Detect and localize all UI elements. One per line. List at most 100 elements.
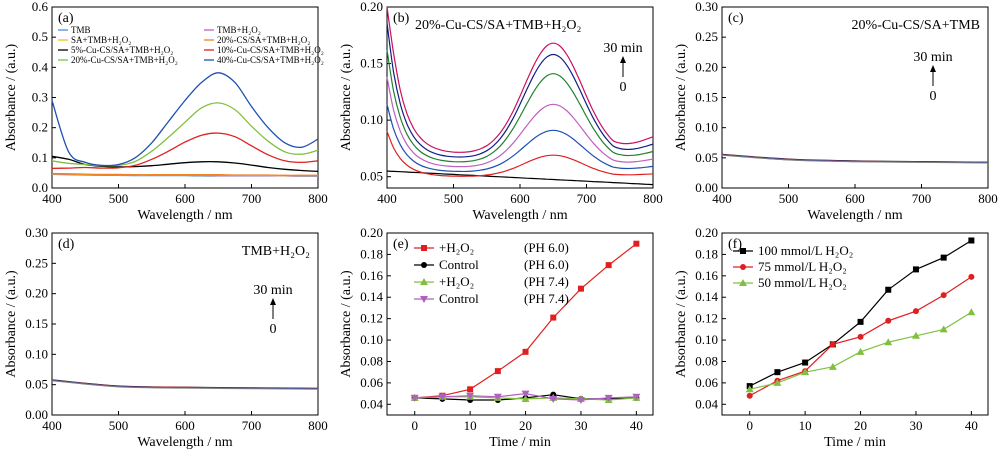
legend-label: TMB+H₂O₂: [217, 25, 261, 35]
x-axis-label: Wavelength / nm: [137, 435, 232, 450]
data-point: [740, 248, 746, 254]
data-point: [912, 266, 919, 273]
legend-condition: (PH 6.0): [524, 240, 569, 255]
data-point: [940, 292, 947, 299]
data-point: [857, 333, 864, 340]
time-series-line: [386, 104, 654, 173]
time-series-line: [51, 380, 319, 390]
x-tick-label: 500: [779, 191, 799, 206]
x-tick-label: 0: [411, 418, 418, 433]
panel-label: (d): [58, 237, 75, 252]
plot-frame: [386, 232, 654, 416]
data-point: [420, 278, 428, 285]
arrow-label-bottom: 0: [270, 322, 277, 337]
data-point: [633, 240, 640, 247]
y-tick-label: 0.15: [25, 316, 48, 331]
data-point: [911, 331, 920, 339]
data-point: [576, 397, 585, 405]
data-point: [467, 386, 474, 393]
y-tick-label: 0.5: [32, 29, 48, 44]
y-tick-label: 0.15: [695, 90, 718, 105]
legend-label: Control: [439, 257, 479, 272]
arrow-label-bottom: 0: [930, 89, 937, 104]
x-tick-label: 700: [577, 191, 597, 206]
x-tick-label: 0: [746, 418, 753, 433]
panel-title: 20%-Cu-CS/SA+TMB: [852, 18, 980, 33]
y-tick-label: 0.05: [25, 377, 48, 392]
y-axis-label: Absorbance / (a.u.): [674, 270, 689, 378]
panel-f: 0 10 20 30 40 0.04 0.06 0.08 0.10 0.12 0.14 0.16 0.1…: [674, 225, 989, 450]
y-tick-label: 0.20: [695, 225, 718, 240]
x-tick-label: 400: [377, 191, 397, 206]
x-tick-label: 800: [308, 191, 328, 206]
x-tick-label: 700: [242, 191, 262, 206]
x-tick-label: 10: [799, 418, 812, 433]
legend-label: +H₂O₂: [439, 240, 474, 255]
y-tick-label: 0.18: [360, 246, 383, 261]
y-tick-label: 0.14: [360, 289, 383, 304]
data-point: [801, 368, 810, 376]
time-arrow-head: [620, 56, 626, 63]
data-point: [494, 368, 501, 375]
data-point: [912, 308, 919, 315]
series-line: [51, 102, 319, 167]
data-point: [745, 385, 754, 393]
panel-label: (f): [728, 237, 742, 252]
y-tick-label: 0.14: [695, 289, 718, 304]
y-tick-label: 0.15: [360, 56, 383, 71]
series-line: [51, 172, 318, 176]
series-line: [51, 132, 319, 170]
x-axis-label: Time / min: [824, 435, 886, 450]
data-point: [828, 362, 837, 370]
x-tick-label: 500: [444, 191, 464, 206]
plot-frame: [721, 232, 989, 416]
data-point: [493, 393, 502, 401]
data-point: [521, 390, 530, 398]
data-point: [885, 317, 892, 324]
y-tick-label: 0.10: [695, 332, 718, 347]
x-tick-label: 20: [519, 418, 532, 433]
data-point: [550, 314, 557, 321]
panel-d: 400 500 600 700 800 0.00 0.05 0.10 0.15 0.20 0.25 0…: [4, 225, 328, 450]
y-tick-label: 0.20: [360, 0, 383, 14]
data-point: [604, 394, 613, 402]
x-axis-label: Wavelength / nm: [807, 208, 902, 223]
data-point: [773, 378, 782, 386]
y-tick-label: 0.04: [695, 396, 718, 411]
data-point: [605, 262, 612, 269]
data-point: [829, 341, 836, 348]
y-tick-label: 0.12: [360, 311, 383, 326]
data-point: [466, 392, 475, 400]
panel-c: 400 500 600 700 800 0.00 0.05 0.10 0.15 0.20 0.25 0…: [674, 0, 998, 223]
y-tick-label: 0.20: [25, 286, 48, 301]
data-point: [856, 347, 865, 355]
x-tick-label: 400: [42, 418, 62, 433]
series-line: [51, 72, 319, 167]
panel-a: 400 500 600 700 800 0.0 0.1 0.2 0.3 0.4 0.5 0.6 Wave…: [4, 0, 328, 223]
data-point: [746, 392, 753, 399]
x-tick-label: 400: [42, 191, 62, 206]
y-tick-label: 0.10: [695, 120, 718, 135]
data-point: [549, 395, 558, 403]
x-tick-label: 800: [308, 418, 328, 433]
x-tick-label: 500: [109, 418, 129, 433]
data-point: [739, 279, 747, 286]
x-tick-label: 700: [242, 418, 262, 433]
y-tick-label: 0.3: [32, 90, 48, 105]
legend-label: TMB: [71, 25, 91, 35]
legend-label: SA+TMB+H₂O₂: [71, 35, 131, 45]
y-tick-label: 0.12: [695, 311, 718, 326]
data-point: [740, 264, 746, 270]
y-tick-label: 0.1: [32, 150, 48, 165]
x-tick-label: 30: [574, 418, 587, 433]
y-tick-label: 0.4: [32, 59, 49, 74]
y-axis-label: Absorbance / (a.u.): [339, 44, 354, 152]
panel-b: 400 500 600 700 800 0.05 0.10 0.15 0.20 Wavelengt…: [339, 0, 663, 223]
time-series-line: [386, 49, 654, 163]
legend-label: 50 mmol/L H₂O₂: [758, 275, 847, 290]
legend-condition: (PH 7.4): [524, 291, 569, 306]
y-tick-label: 0.30: [25, 225, 48, 240]
data-point: [577, 285, 584, 292]
data-point: [968, 273, 975, 280]
